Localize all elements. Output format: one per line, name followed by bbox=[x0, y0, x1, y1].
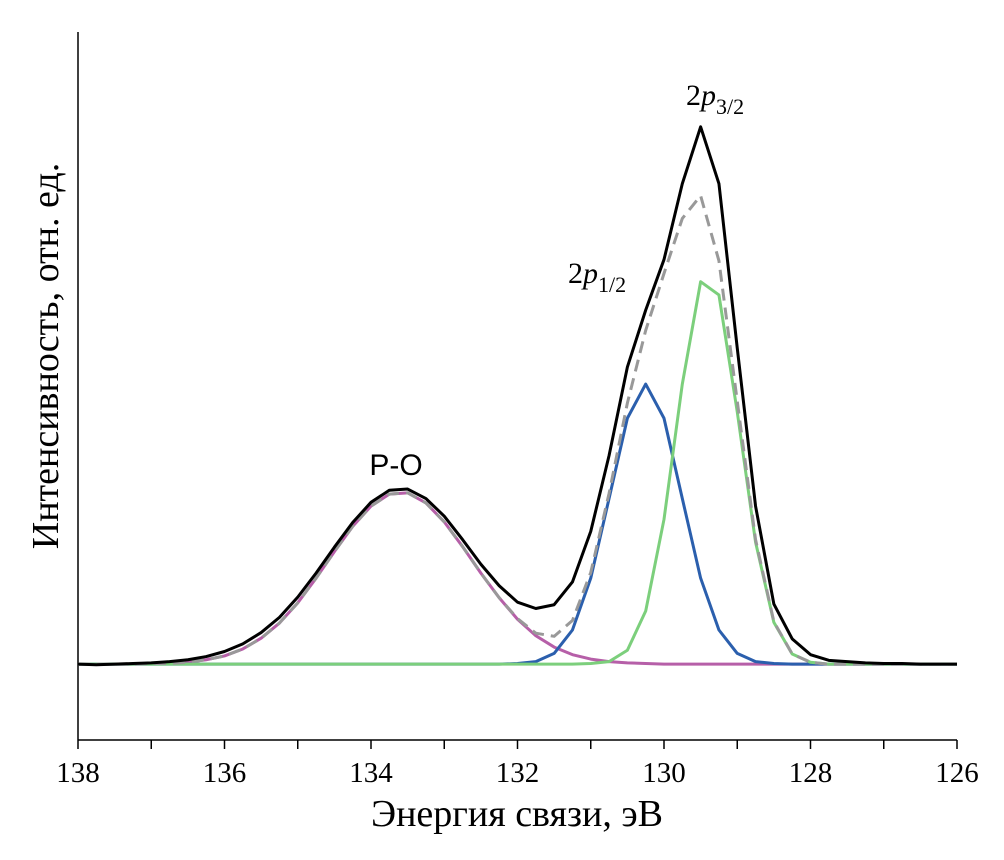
x-tick-label: 138 bbox=[56, 757, 100, 789]
series-line bbox=[78, 194, 957, 666]
annotation-part: p bbox=[581, 257, 598, 290]
y-axis-title: Интенсивность, отн. ед. bbox=[25, 163, 67, 549]
annotation-part: 2 bbox=[568, 257, 583, 290]
annotation: P-O bbox=[369, 449, 422, 482]
series-line bbox=[78, 280, 957, 666]
series-line bbox=[78, 382, 957, 666]
x-tick-label: 126 bbox=[935, 757, 979, 789]
annotation: 2p3/2 bbox=[686, 79, 744, 119]
x-tick-label: 128 bbox=[789, 757, 833, 789]
x-tick-label: 130 bbox=[642, 757, 686, 789]
annotation: 2p1/2 bbox=[568, 257, 626, 297]
x-tick-label: 132 bbox=[496, 757, 540, 789]
x-tick-label: 134 bbox=[349, 757, 393, 789]
annotation-sub: 3/2 bbox=[716, 94, 744, 119]
annotation-sub: 1/2 bbox=[598, 272, 626, 297]
x-tick-label: 136 bbox=[203, 757, 247, 789]
series-line bbox=[77, 125, 957, 667]
series-line bbox=[78, 491, 957, 666]
annotation-part: 2 bbox=[686, 79, 701, 112]
annotation-part: p bbox=[699, 79, 716, 112]
x-axis-title: Энергия связи, эВ bbox=[371, 793, 663, 835]
